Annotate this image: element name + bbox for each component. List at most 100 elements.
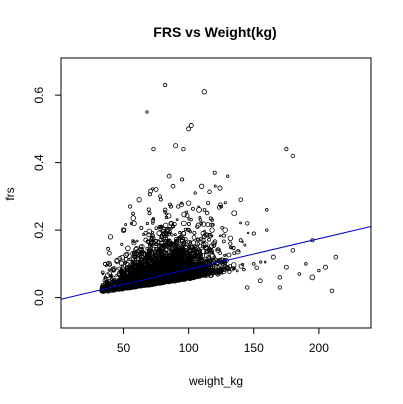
data-point (195, 273, 200, 277)
data-point (211, 241, 217, 247)
data-point (254, 265, 259, 270)
data-point (163, 82, 168, 88)
data-point (156, 269, 161, 274)
data-point (133, 246, 139, 253)
data-point (171, 253, 176, 257)
data-point (143, 230, 148, 236)
data-point (212, 170, 217, 175)
data-point (189, 256, 193, 261)
data-point (251, 231, 256, 236)
data-point (196, 242, 201, 246)
data-point (213, 270, 219, 276)
data-point (210, 218, 214, 222)
data-point (147, 251, 153, 258)
data-point (117, 266, 122, 271)
data-point (203, 244, 207, 249)
data-point (126, 281, 133, 288)
data-point (202, 240, 206, 244)
data-point (131, 220, 137, 227)
data-point (168, 257, 175, 263)
data-point (136, 197, 142, 203)
data-point (207, 233, 212, 237)
data-point (119, 254, 125, 261)
data-point (166, 238, 170, 242)
data-point (184, 213, 190, 219)
data-point (139, 243, 145, 250)
data-point (153, 242, 158, 247)
data-point (184, 259, 188, 264)
y-tick-label: 0.2 (32, 221, 46, 238)
data-point (181, 211, 187, 218)
data-point (173, 233, 177, 237)
data-point (150, 281, 154, 285)
data-point (246, 231, 250, 235)
data-point (162, 207, 168, 213)
data-point (226, 252, 232, 258)
data-point (225, 266, 230, 271)
data-point (195, 222, 201, 228)
data-point (156, 230, 162, 236)
data-point (138, 275, 142, 279)
x-axis: 50 100 150 200 (117, 327, 329, 355)
data-point (168, 231, 172, 235)
data-point (168, 221, 173, 226)
data-point (189, 270, 193, 274)
data-point (131, 211, 135, 216)
data-point (190, 274, 197, 280)
data-point (252, 262, 256, 266)
data-point (172, 264, 176, 269)
data-point (216, 205, 222, 210)
data-point (188, 262, 193, 268)
data-point (116, 270, 122, 276)
data-point (200, 221, 207, 227)
data-point (207, 237, 211, 242)
data-point (122, 286, 126, 290)
data-point (150, 218, 156, 223)
data-point (221, 239, 226, 244)
data-point (181, 146, 186, 152)
data-point (131, 239, 135, 243)
data-point (142, 265, 148, 271)
data-point (211, 258, 216, 263)
data-point (235, 249, 241, 255)
data-point (201, 273, 206, 277)
data-point (104, 272, 111, 278)
data-point (201, 89, 207, 95)
data-point (220, 272, 224, 275)
data-point (176, 236, 181, 241)
data-point (103, 275, 107, 280)
data-point (124, 223, 128, 226)
y-axis-label: frs (3, 187, 17, 200)
data-point (120, 227, 127, 233)
data-point (265, 208, 269, 212)
data-point (191, 240, 197, 246)
data-point (206, 255, 212, 261)
data-point (206, 272, 209, 275)
data-point (177, 236, 183, 241)
data-point (221, 233, 226, 238)
data-point (193, 191, 197, 195)
data-point (151, 217, 156, 221)
data-point (164, 232, 168, 237)
data-point (149, 257, 154, 262)
data-point (150, 266, 156, 272)
data-point (153, 187, 159, 192)
data-point (245, 221, 250, 226)
data-point (190, 206, 195, 211)
data-point (143, 250, 147, 254)
data-point (162, 239, 165, 243)
data-point (229, 266, 235, 272)
data-point (165, 258, 171, 264)
data-point (150, 248, 154, 252)
data-point (200, 248, 206, 255)
data-point (196, 237, 200, 241)
data-point (170, 183, 176, 189)
data-point (155, 261, 160, 266)
data-point (177, 249, 182, 253)
data-point (115, 273, 119, 277)
data-point (209, 248, 214, 254)
y-tick-label: 0.0 (32, 289, 46, 306)
data-point (209, 222, 214, 227)
data-point (204, 232, 210, 238)
